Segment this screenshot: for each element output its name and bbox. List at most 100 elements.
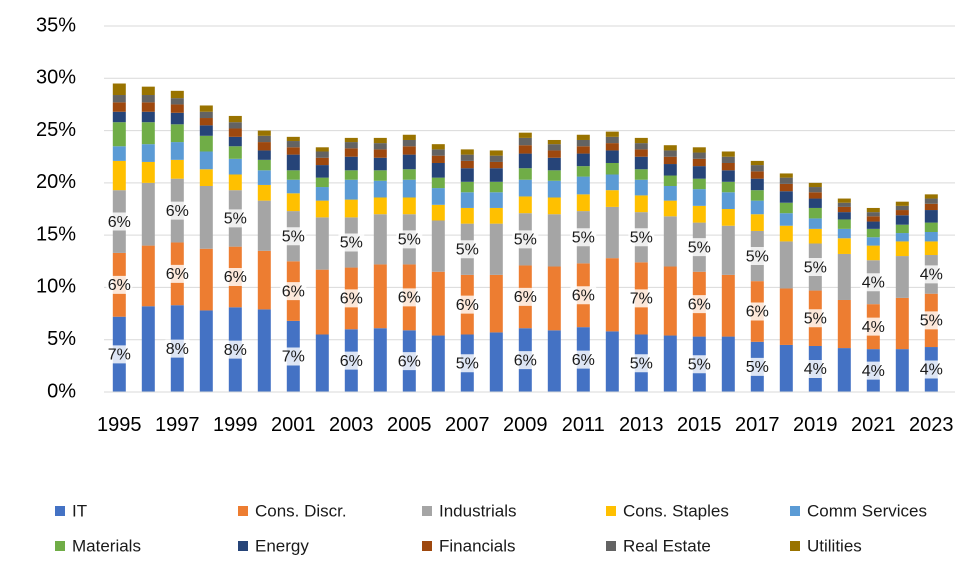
data-label: 4% [862, 363, 885, 380]
x-tick-label: 2005 [387, 414, 432, 436]
bar-segment-energy-2012 [605, 150, 619, 163]
data-label: 6% [340, 353, 363, 370]
bar-segment-it-2016 [721, 336, 735, 392]
bar-segment-cons-staples-2011 [576, 194, 590, 212]
legend-label: Cons. Discr. [255, 501, 347, 520]
bar-segment-comm-services-2020 [837, 228, 851, 239]
x-tick-label: 1997 [155, 414, 200, 436]
data-label: 5% [398, 232, 421, 249]
bar-segment-industrials-2016 [721, 225, 735, 275]
data-label-background [512, 351, 539, 370]
bar-segment-materials-2013 [634, 169, 648, 180]
bar-segment-comm-services-2022 [895, 233, 909, 242]
data-label: 6% [746, 304, 769, 321]
bar-segment-utilities-2016 [721, 151, 735, 157]
bar-segment-utilities-2011 [576, 134, 590, 140]
bar-segment-industrials-2006 [431, 220, 445, 272]
bar-segment-financials-2022 [895, 210, 909, 216]
bar-segment-materials-2019 [808, 207, 822, 219]
y-tick-label: 25% [36, 119, 76, 141]
bar-segment-financials-2000 [257, 142, 271, 151]
data-label-background [454, 354, 481, 373]
data-label-background [744, 302, 771, 321]
bar-segment-comm-services-2001 [286, 179, 300, 194]
data-label-background [512, 287, 539, 306]
bar-segment-utilities-2002 [315, 147, 329, 152]
bar-segment-materials-2002 [315, 177, 329, 188]
x-tick-label: 2013 [619, 414, 664, 436]
data-label-background [106, 212, 133, 231]
bar-segment-financials-2017 [750, 171, 764, 179]
data-label: 5% [804, 310, 827, 327]
bar-segment-it-2002 [315, 334, 329, 392]
data-label-background [628, 289, 655, 308]
bar-segment-comm-services-1997 [170, 142, 184, 160]
legend-label: IT [72, 501, 87, 520]
x-tick-label: 2001 [271, 414, 316, 436]
bar-segment-real-estate-2006 [431, 149, 445, 156]
bar-segment-energy-2007 [460, 168, 474, 182]
bar-segment-financials-2005 [402, 146, 416, 155]
y-axis: 0% 5% 10% 15% 20% 25% 30% 35% [36, 14, 76, 402]
data-label-background [860, 361, 887, 380]
bar-segment-utilities-2007 [460, 149, 474, 155]
legend-label: Utilities [807, 536, 862, 555]
bar-segment-industrials-2022 [895, 256, 909, 298]
y-tick-label: 5% [47, 328, 76, 350]
data-label: 6% [688, 296, 711, 313]
bar-segment-materials-2006 [431, 177, 445, 189]
bar-segment-it-2018 [779, 344, 793, 392]
bar-segment-comm-services-2009 [518, 179, 532, 197]
x-tick-label: 2011 [562, 414, 605, 436]
bar-segment-materials-1996 [141, 122, 155, 145]
bar-segment-comm-services-1996 [141, 144, 155, 162]
bar-segment-real-estate-1995 [112, 95, 126, 103]
bar-segment-utilities-2008 [489, 150, 503, 156]
bar-segment-utilities-2019 [808, 182, 822, 188]
bar-segment-cons-staples-2019 [808, 228, 822, 244]
data-label-background [860, 273, 887, 292]
bar-segment-materials-1998 [199, 135, 213, 152]
data-label: 6% [108, 277, 131, 294]
bar-segment-materials-2009 [518, 168, 532, 180]
data-label-background [164, 264, 191, 283]
data-label-background [164, 339, 191, 358]
bar-segment-utilities-2005 [402, 134, 416, 140]
data-label-background [338, 289, 365, 308]
bar-segment-comm-services-1998 [199, 151, 213, 170]
bar-segment-cons-staples-2023 [924, 241, 938, 256]
bar-segment-real-estate-2003 [344, 142, 358, 149]
bar-segment-industrials-2018 [779, 241, 793, 289]
bar-segment-cons-discr--2022 [895, 297, 909, 350]
data-label: 7% [282, 349, 305, 366]
data-label: 5% [224, 211, 247, 228]
bar-segment-real-estate-2018 [779, 177, 793, 184]
bar-segment-financials-2004 [373, 149, 387, 158]
bar-segment-materials-2023 [924, 222, 938, 233]
data-label-background [106, 345, 133, 364]
bar-segment-cons-staples-1997 [170, 159, 184, 179]
bar-segment-it-2004 [373, 328, 387, 392]
bar-segment-cons-staples-2014 [663, 200, 677, 217]
bar-segment-it-2000 [257, 309, 271, 392]
data-label: 5% [804, 259, 827, 276]
data-label-background [686, 355, 713, 374]
bar-segment-cons-staples-2010 [547, 197, 561, 215]
data-label: 4% [920, 267, 943, 284]
bar-segment-energy-2014 [663, 164, 677, 176]
data-label-background [280, 347, 307, 366]
data-label-background [396, 230, 423, 249]
bar-segment-financials-2009 [518, 145, 532, 154]
data-label: 4% [804, 361, 827, 378]
bar-segment-utilities-2022 [895, 201, 909, 206]
legend-label: Materials [72, 536, 141, 555]
data-label: 4% [862, 274, 885, 291]
legend-label: Financials [439, 536, 516, 555]
bar-segment-financials-1995 [112, 102, 126, 112]
bar-segment-comm-services-1995 [112, 146, 126, 161]
bar-segment-cons-discr--2006 [431, 271, 445, 336]
x-tick-label: 2015 [677, 414, 722, 436]
bar-segment-materials-2021 [866, 228, 880, 238]
data-label: 5% [746, 248, 769, 265]
